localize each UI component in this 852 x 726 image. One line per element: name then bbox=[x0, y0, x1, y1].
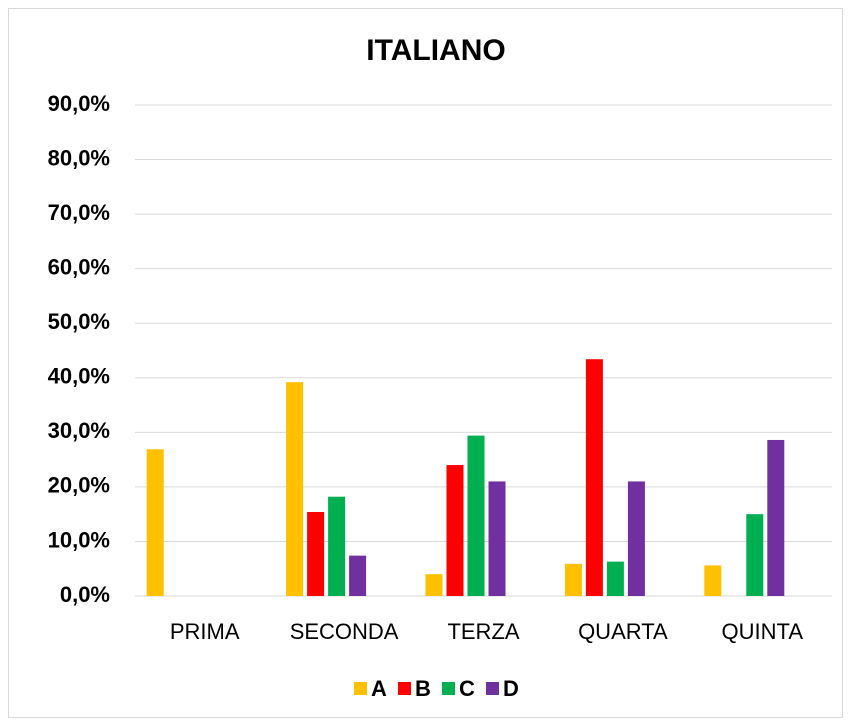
x-tick-label: SECONDA bbox=[290, 619, 399, 644]
bar bbox=[349, 555, 367, 596]
chart-border bbox=[8, 8, 843, 718]
y-tick-label: 90,0% bbox=[48, 91, 110, 116]
legend-label: A bbox=[371, 676, 387, 701]
legend-swatch bbox=[442, 682, 455, 695]
bar bbox=[606, 561, 624, 596]
y-tick-label: 80,0% bbox=[48, 145, 110, 170]
bar bbox=[286, 382, 304, 596]
y-tick-label: 30,0% bbox=[48, 418, 110, 443]
y-tick-label: 50,0% bbox=[48, 309, 110, 334]
y-tick-label: 20,0% bbox=[48, 473, 110, 498]
y-tick-label: 0,0% bbox=[60, 582, 110, 607]
bar bbox=[704, 565, 722, 596]
legend-swatch bbox=[398, 682, 411, 695]
legend-label: D bbox=[503, 676, 519, 701]
x-tick-label: PRIMA bbox=[170, 619, 240, 644]
y-tick-label: 10,0% bbox=[48, 527, 110, 552]
chart-title: ITALIANO bbox=[366, 34, 505, 67]
bar bbox=[488, 481, 506, 596]
bar bbox=[564, 563, 582, 596]
bar bbox=[446, 465, 464, 596]
bar bbox=[467, 435, 485, 596]
bar bbox=[767, 439, 785, 596]
legend-swatch bbox=[354, 682, 367, 695]
x-tick-label: TERZA bbox=[447, 619, 519, 644]
y-tick-label: 70,0% bbox=[48, 200, 110, 225]
legend-label: B bbox=[415, 676, 431, 701]
bar bbox=[328, 496, 346, 596]
y-tick-label: 40,0% bbox=[48, 364, 110, 389]
x-tick-label: QUARTA bbox=[578, 619, 668, 644]
bar bbox=[627, 481, 645, 596]
legend-swatch bbox=[486, 682, 499, 695]
bar bbox=[146, 449, 164, 596]
bar bbox=[425, 574, 443, 596]
bar bbox=[585, 359, 603, 596]
legend-label: C bbox=[459, 676, 475, 701]
bar bbox=[307, 511, 325, 596]
x-tick-label: QUINTA bbox=[722, 619, 804, 644]
bar bbox=[746, 514, 764, 596]
y-tick-label: 60,0% bbox=[48, 254, 110, 279]
